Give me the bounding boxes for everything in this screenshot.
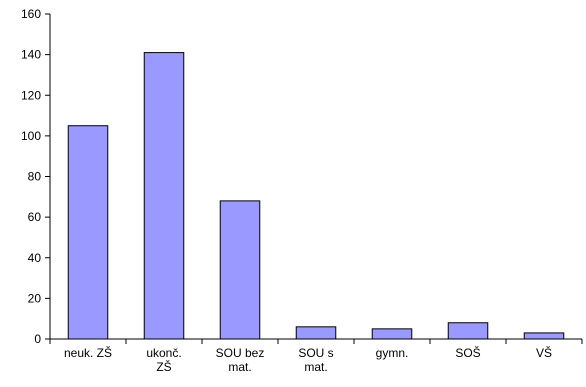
x-tick-label: ukonč. ZŠ <box>146 346 181 374</box>
bars <box>67 52 565 340</box>
bar <box>219 200 261 340</box>
x-tick-label: SOU s mat. <box>298 346 333 374</box>
bar <box>143 52 185 340</box>
y-tick-label: 0 <box>34 332 41 346</box>
bar <box>523 332 565 340</box>
x-tick-label: SOŠ <box>455 345 480 360</box>
x-axis-labels: neuk. ZŠ ukonč. ZŠ SOU bez mat. SOU s mat. gymn… <box>64 345 552 374</box>
y-tick-label: 20 <box>28 291 42 305</box>
x-tick-label: gymn. <box>376 346 409 360</box>
bar <box>371 328 413 340</box>
bar <box>447 322 489 340</box>
y-tick-label: 160 <box>21 7 41 21</box>
y-tick-label: 40 <box>28 251 42 265</box>
y-tick-label: 60 <box>28 210 42 224</box>
x-tick-label: SOU bez mat. <box>216 346 265 374</box>
bar <box>295 326 337 340</box>
x-tick-label: neuk. ZŠ <box>64 345 112 360</box>
bar <box>67 125 109 340</box>
x-tick-label: VŠ <box>536 345 552 360</box>
y-tick-label: 120 <box>21 88 41 102</box>
y-tick-label: 100 <box>21 129 41 143</box>
axes <box>49 14 583 344</box>
y-tick-label: 80 <box>28 170 42 184</box>
y-axis-ticks: 0 20 40 60 80 100 120 140 160 <box>21 7 50 346</box>
y-tick-label: 140 <box>21 48 41 62</box>
